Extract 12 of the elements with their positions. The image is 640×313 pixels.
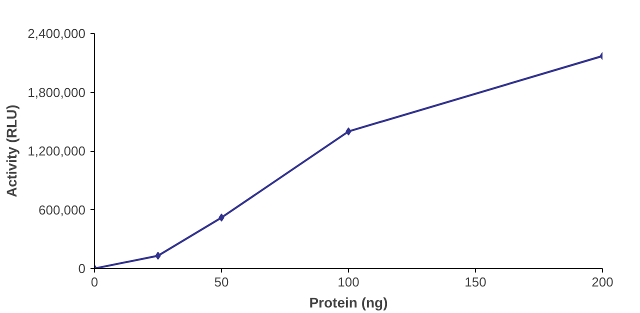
y-tick-label: 600,000 <box>38 202 86 218</box>
x-axis-title: Protein (ng) <box>309 294 388 310</box>
x-tick-label: 50 <box>214 274 229 290</box>
x-tick-label: 100 <box>338 274 360 290</box>
x-tick-label: 0 <box>90 274 98 290</box>
y-axis-title: Activity (RLU) <box>4 104 20 198</box>
y-tick-label: 2,400,000 <box>28 26 86 41</box>
x-tick-label: 200 <box>592 274 614 290</box>
y-tick-label: 0 <box>78 261 86 276</box>
y-tick-label: 1,800,000 <box>28 84 86 100</box>
y-tick-label: 1,200,000 <box>28 144 86 158</box>
x-tick-label: 150 <box>464 274 486 290</box>
